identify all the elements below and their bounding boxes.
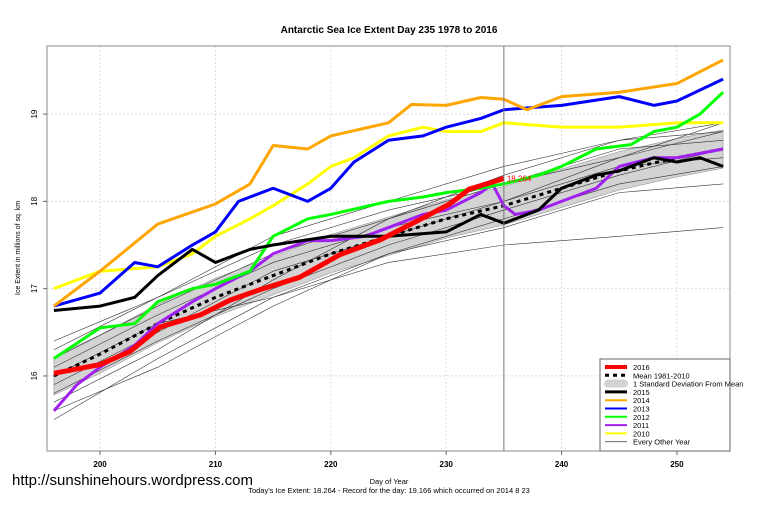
x-tick-label: 200: [93, 460, 107, 469]
x-tick-label: 240: [555, 460, 569, 469]
series-line-2016: [53, 175, 505, 376]
legend-label: 2012: [633, 413, 650, 422]
x-tick-label: 230: [440, 460, 454, 469]
subtitle: Today's Ice Extent: 18.264 - Record for …: [248, 486, 530, 495]
x-tick-label: 210: [209, 460, 223, 469]
legend-label: 2011: [633, 421, 649, 430]
legend-label: 2015: [633, 388, 650, 397]
x-tick-label: 250: [670, 460, 684, 469]
y-tick-label: 17: [30, 284, 39, 293]
legend-label: 2010: [633, 429, 650, 438]
series-lines: [52, 58, 725, 412]
legend-label: 2014: [633, 396, 650, 405]
chart-title: Antarctic Sea Ice Extent Day 235 1978 to…: [281, 25, 498, 36]
other-year-line: [53, 148, 724, 394]
other-year-line: [53, 183, 724, 412]
legend-label: 2016: [633, 363, 650, 372]
series-line-2012: [53, 91, 725, 360]
legend-label: 1 Standard Deviation From Mean: [633, 380, 743, 389]
series-line-2013: [53, 77, 724, 308]
axis-ticks: 200 210 220 230 240 250 16 17 18 19: [30, 109, 684, 469]
series-line-2014: [53, 58, 724, 308]
other-year-line: [53, 157, 724, 385]
y-axis-label: Ice Extent in millions of sq. km: [15, 201, 22, 295]
x-axis-label: Day of Year: [370, 477, 409, 486]
legend-swatch: [604, 379, 628, 388]
std-band: [53, 129, 724, 396]
legend-label: Every Other Year: [633, 438, 691, 447]
std-band-area: [53, 129, 724, 396]
legend-label: 2013: [633, 405, 650, 414]
watermark-url: http://sunshinehours.wordpress.com: [12, 472, 253, 489]
legend-label: Mean 1981-2010: [633, 371, 690, 380]
y-tick-label: 18: [30, 196, 39, 205]
plot-frame: [46, 45, 731, 452]
series-line-2011: [52, 147, 724, 412]
y-tick-label: 16: [30, 371, 39, 380]
x-tick-label: 220: [324, 460, 338, 469]
current-value-label: 18.264: [507, 174, 532, 183]
y-tick-label: 19: [30, 109, 39, 118]
series-line-2015: [53, 156, 724, 312]
series-line-2010: [53, 121, 724, 291]
